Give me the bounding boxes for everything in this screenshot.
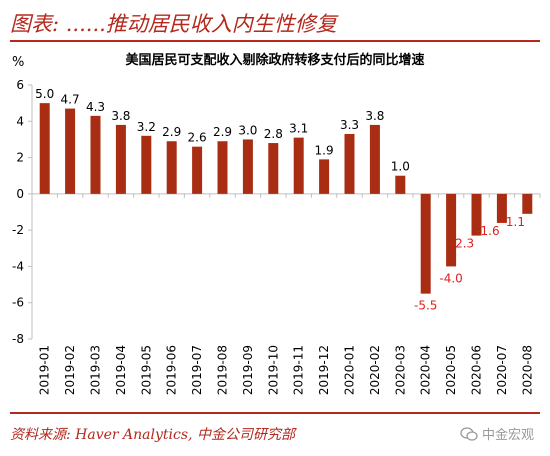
x-tick-label: 2019-09 <box>241 345 255 395</box>
bar <box>496 193 507 223</box>
x-tick-label: 2019-03 <box>89 345 103 395</box>
x-tick-label: 2020-08 <box>520 345 534 395</box>
bar-value-label: 2.9 <box>162 125 181 139</box>
bar <box>395 175 406 194</box>
figure-header: 图表: ......推动居民收入内生性修复 <box>10 4 540 42</box>
y-tick-label: 6 <box>16 78 24 92</box>
chart-title: 美国居民可支配收入剔除政府转移支付后的同比增速 <box>125 53 425 68</box>
bar <box>115 124 126 194</box>
figure-title: 图表: ......推动居民收入内生性修复 <box>10 12 337 36</box>
x-tick-label: 2019-11 <box>292 345 306 395</box>
x-tick-label: 2020-07 <box>495 345 509 395</box>
x-tick-label: 2019-08 <box>216 345 230 395</box>
x-tick-label: 2019-07 <box>190 345 204 395</box>
x-tick-label: 2019-05 <box>139 345 153 395</box>
bar <box>319 159 330 194</box>
bar-value-label: -2.3 <box>451 237 474 251</box>
bar-value-label: 3.8 <box>111 109 130 123</box>
bar <box>141 135 152 194</box>
bar <box>192 146 203 194</box>
bar <box>268 143 279 194</box>
watermark: 中金宏观 <box>460 424 534 443</box>
x-tick-label: 2019-12 <box>317 345 331 395</box>
bar <box>242 139 253 194</box>
bar-value-label: 5.0 <box>35 87 54 101</box>
y-tick-label: 2 <box>16 151 24 165</box>
bar-value-label: 3.3 <box>340 118 359 132</box>
bar <box>471 193 482 236</box>
bar <box>65 108 76 194</box>
y-tick-label: -6 <box>12 296 24 310</box>
bar <box>293 137 304 194</box>
bar-value-label: 1.9 <box>315 143 334 157</box>
bar <box>217 141 228 194</box>
bar <box>39 103 50 194</box>
x-tick-label: 2020-04 <box>419 345 433 395</box>
x-tick-label: 2019-10 <box>266 345 280 395</box>
x-tick-label: 2020-05 <box>444 345 458 395</box>
bar <box>446 193 457 267</box>
bar-value-label: -1.6 <box>476 224 499 238</box>
bar-value-label: 4.7 <box>61 93 80 107</box>
x-tick-label: 2019-02 <box>63 345 77 395</box>
bar <box>369 124 380 194</box>
x-tick-label: 2019-01 <box>38 345 52 395</box>
bar-value-label: 2.9 <box>213 125 232 139</box>
y-tick-label: -4 <box>12 259 24 273</box>
bar-value-label: 3.1 <box>289 122 308 136</box>
x-tick-label: 2020-01 <box>343 345 357 395</box>
x-tick-label: 2019-06 <box>165 345 179 395</box>
x-tick-label: 2020-02 <box>368 345 382 395</box>
bar-value-label: -5.5 <box>414 299 437 313</box>
figure-footer: 资料来源: Haver Analytics, 中金公司研究部 中金宏观 <box>10 412 540 450</box>
bar-value-label: -1.1 <box>502 215 525 229</box>
bar-value-label: 3.0 <box>238 123 257 137</box>
bar <box>522 193 533 214</box>
bar <box>344 133 355 194</box>
bar <box>166 141 177 194</box>
bar-value-label: 2.6 <box>188 131 207 145</box>
y-axis-unit-label: % <box>12 55 24 70</box>
bar-value-label: -4.0 <box>439 271 462 285</box>
bar <box>90 115 101 194</box>
bar-value-label: 3.2 <box>137 120 156 134</box>
x-tick-label: 2019-04 <box>114 345 128 395</box>
bar-value-label: 2.8 <box>264 127 283 141</box>
x-tick-label: 2020-03 <box>393 345 407 395</box>
x-tick-label: 2020-06 <box>470 345 484 395</box>
wechat-icon <box>460 426 478 441</box>
bar <box>420 193 431 294</box>
bar-value-label: 3.8 <box>365 109 384 123</box>
y-tick-label: -2 <box>12 223 24 237</box>
bar-value-label: 1.0 <box>391 160 410 174</box>
y-tick-label: -8 <box>12 332 24 346</box>
bar-value-label: 4.3 <box>86 100 105 114</box>
watermark-text: 中金宏观 <box>481 428 534 443</box>
y-tick-label: 4 <box>16 114 24 128</box>
source-note: 资料来源: Haver Analytics, 中金公司研究部 <box>10 427 295 443</box>
y-tick-label: 0 <box>16 187 24 201</box>
